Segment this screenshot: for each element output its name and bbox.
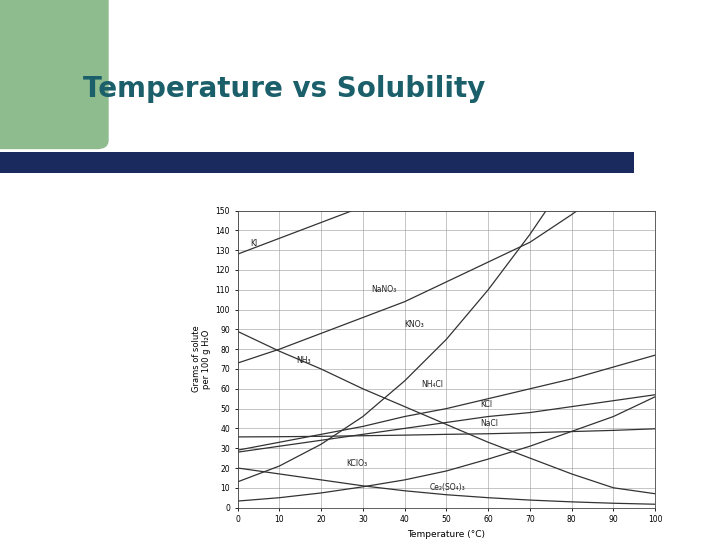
- Text: KClO₃: KClO₃: [346, 459, 367, 468]
- Y-axis label: Grams of solute
per 100 g H₂O: Grams of solute per 100 g H₂O: [192, 326, 211, 393]
- FancyBboxPatch shape: [0, 0, 108, 148]
- X-axis label: Temperature (°C): Temperature (°C): [408, 530, 485, 539]
- Text: Ce₂(SO₄)₃: Ce₂(SO₄)₃: [430, 483, 465, 492]
- Text: Temperature vs Solubility: Temperature vs Solubility: [83, 75, 485, 103]
- Text: NH₃: NH₃: [296, 356, 311, 365]
- Text: NaNO₃: NaNO₃: [372, 285, 397, 294]
- Text: KI: KI: [250, 239, 257, 248]
- Text: KCl: KCl: [480, 400, 492, 409]
- Text: NaCl: NaCl: [480, 420, 498, 428]
- Text: NH₄Cl: NH₄Cl: [421, 380, 444, 389]
- Bar: [0, 152, 634, 173]
- Text: KNO₃: KNO₃: [405, 320, 424, 329]
